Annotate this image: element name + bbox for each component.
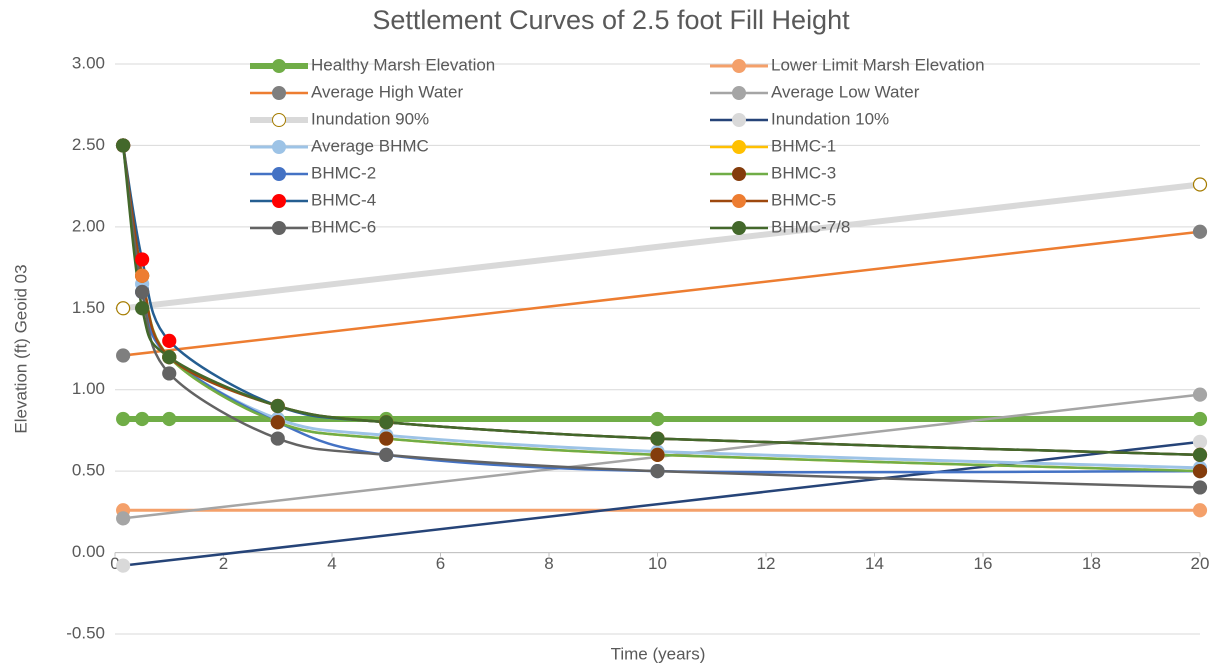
plot <box>116 138 1208 573</box>
legend-label: Lower Limit Marsh Elevation <box>771 55 985 74</box>
y-tick-label: 1.50 <box>72 298 105 317</box>
legend-label: BHMC-3 <box>771 163 836 182</box>
x-tick-label: 6 <box>436 554 445 573</box>
x-tick-label: 20 <box>1191 554 1210 573</box>
legend-marker <box>272 167 286 181</box>
legend-label: Inundation 90% <box>311 109 429 128</box>
y-tick-label: 0.50 <box>72 461 105 480</box>
data-point <box>270 398 285 414</box>
data-point <box>116 348 131 363</box>
series-line <box>122 230 1201 357</box>
data-point <box>650 464 665 479</box>
data-point <box>1192 447 1208 462</box>
legend-marker <box>732 86 746 100</box>
legend-label: BHMC-6 <box>311 217 376 236</box>
x-tick-label: 18 <box>1082 554 1101 573</box>
x-axis-label: Time (years) <box>611 644 706 663</box>
data-point <box>116 511 131 526</box>
legend-marker <box>272 113 286 127</box>
legend-marker <box>272 194 286 208</box>
y-axis-label: Elevation (ft) Geoid 03 <box>11 264 30 433</box>
legend-marker <box>272 140 286 154</box>
data-point <box>379 415 394 430</box>
x-tick-label: 4 <box>327 554 336 573</box>
legend-label: BHMC-1 <box>771 136 836 155</box>
data-point <box>1192 464 1208 479</box>
legend-label: BHMC-4 <box>311 190 376 209</box>
x-tick-label: 16 <box>974 554 993 573</box>
legend-marker <box>272 221 286 235</box>
series-line <box>121 145 1201 457</box>
data-point <box>1192 224 1208 239</box>
data-point <box>1192 480 1208 495</box>
legend-marker <box>732 113 746 127</box>
data-point <box>650 411 665 427</box>
legend: Healthy Marsh Elevation Lower Limit Marsh… <box>250 55 985 236</box>
data-point <box>162 333 177 348</box>
series-line <box>122 181 1201 312</box>
legend-label: BHMC-2 <box>311 163 376 182</box>
legend-label: Average BHMC <box>311 136 429 155</box>
data-point <box>135 284 150 300</box>
legend-marker <box>272 86 286 100</box>
data-point <box>650 447 665 462</box>
data-point <box>270 415 285 430</box>
data-point <box>1192 503 1208 518</box>
series-line <box>122 440 1201 567</box>
data-point <box>1192 434 1208 449</box>
data-point <box>162 366 177 381</box>
legend-marker <box>732 59 746 73</box>
data-point <box>1192 387 1208 402</box>
legend-label: Average Low Water <box>771 82 920 101</box>
legend-marker <box>732 221 746 235</box>
data-point <box>135 411 150 427</box>
x-tick-label: 12 <box>757 554 776 573</box>
y-tick-label: 0.00 <box>72 542 105 561</box>
data-point <box>162 411 177 427</box>
data-point <box>270 431 285 446</box>
data-point <box>1192 177 1208 192</box>
grid: -0.50 0.00 0.50 1.00 1.50 2.00 2.50 3.00 0 2 4 6 8 10… <box>66 53 1209 642</box>
x-tick-label: 8 <box>544 554 553 573</box>
data-point <box>650 431 665 446</box>
x-tick-label: 2 <box>219 554 228 573</box>
data-point <box>116 558 131 573</box>
data-point <box>116 138 131 153</box>
legend-marker <box>272 59 286 73</box>
data-point <box>379 447 394 462</box>
y-tick-label: 3.00 <box>72 53 105 72</box>
legend-label: BHMC-7/8 <box>771 217 850 236</box>
x-tick-label: 14 <box>865 554 884 573</box>
x-tick-label: 10 <box>648 554 667 573</box>
legend-marker <box>732 140 746 154</box>
data-point <box>379 431 394 446</box>
legend-label: Average High Water <box>311 82 463 101</box>
y-tick-label: 2.50 <box>72 135 105 154</box>
legend-label: BHMC-5 <box>771 190 836 209</box>
data-point <box>116 301 131 316</box>
data-point <box>162 350 177 365</box>
y-tick-label: 1.00 <box>72 379 105 398</box>
data-point <box>116 411 131 427</box>
chart-title: Settlement Curves of 2.5 foot Fill Heigh… <box>372 5 850 35</box>
data-point <box>135 268 150 283</box>
y-tick-label: -0.50 <box>66 623 105 642</box>
legend-marker <box>732 167 746 181</box>
legend-label: Healthy Marsh Elevation <box>311 55 495 74</box>
legend-label: Inundation 10% <box>771 109 889 128</box>
legend-marker <box>732 194 746 208</box>
data-point <box>135 252 150 267</box>
x-tick-label: 0 <box>110 554 119 573</box>
y-tick-label: 2.00 <box>72 216 105 235</box>
data-point <box>135 301 150 316</box>
data-point <box>1192 411 1208 427</box>
